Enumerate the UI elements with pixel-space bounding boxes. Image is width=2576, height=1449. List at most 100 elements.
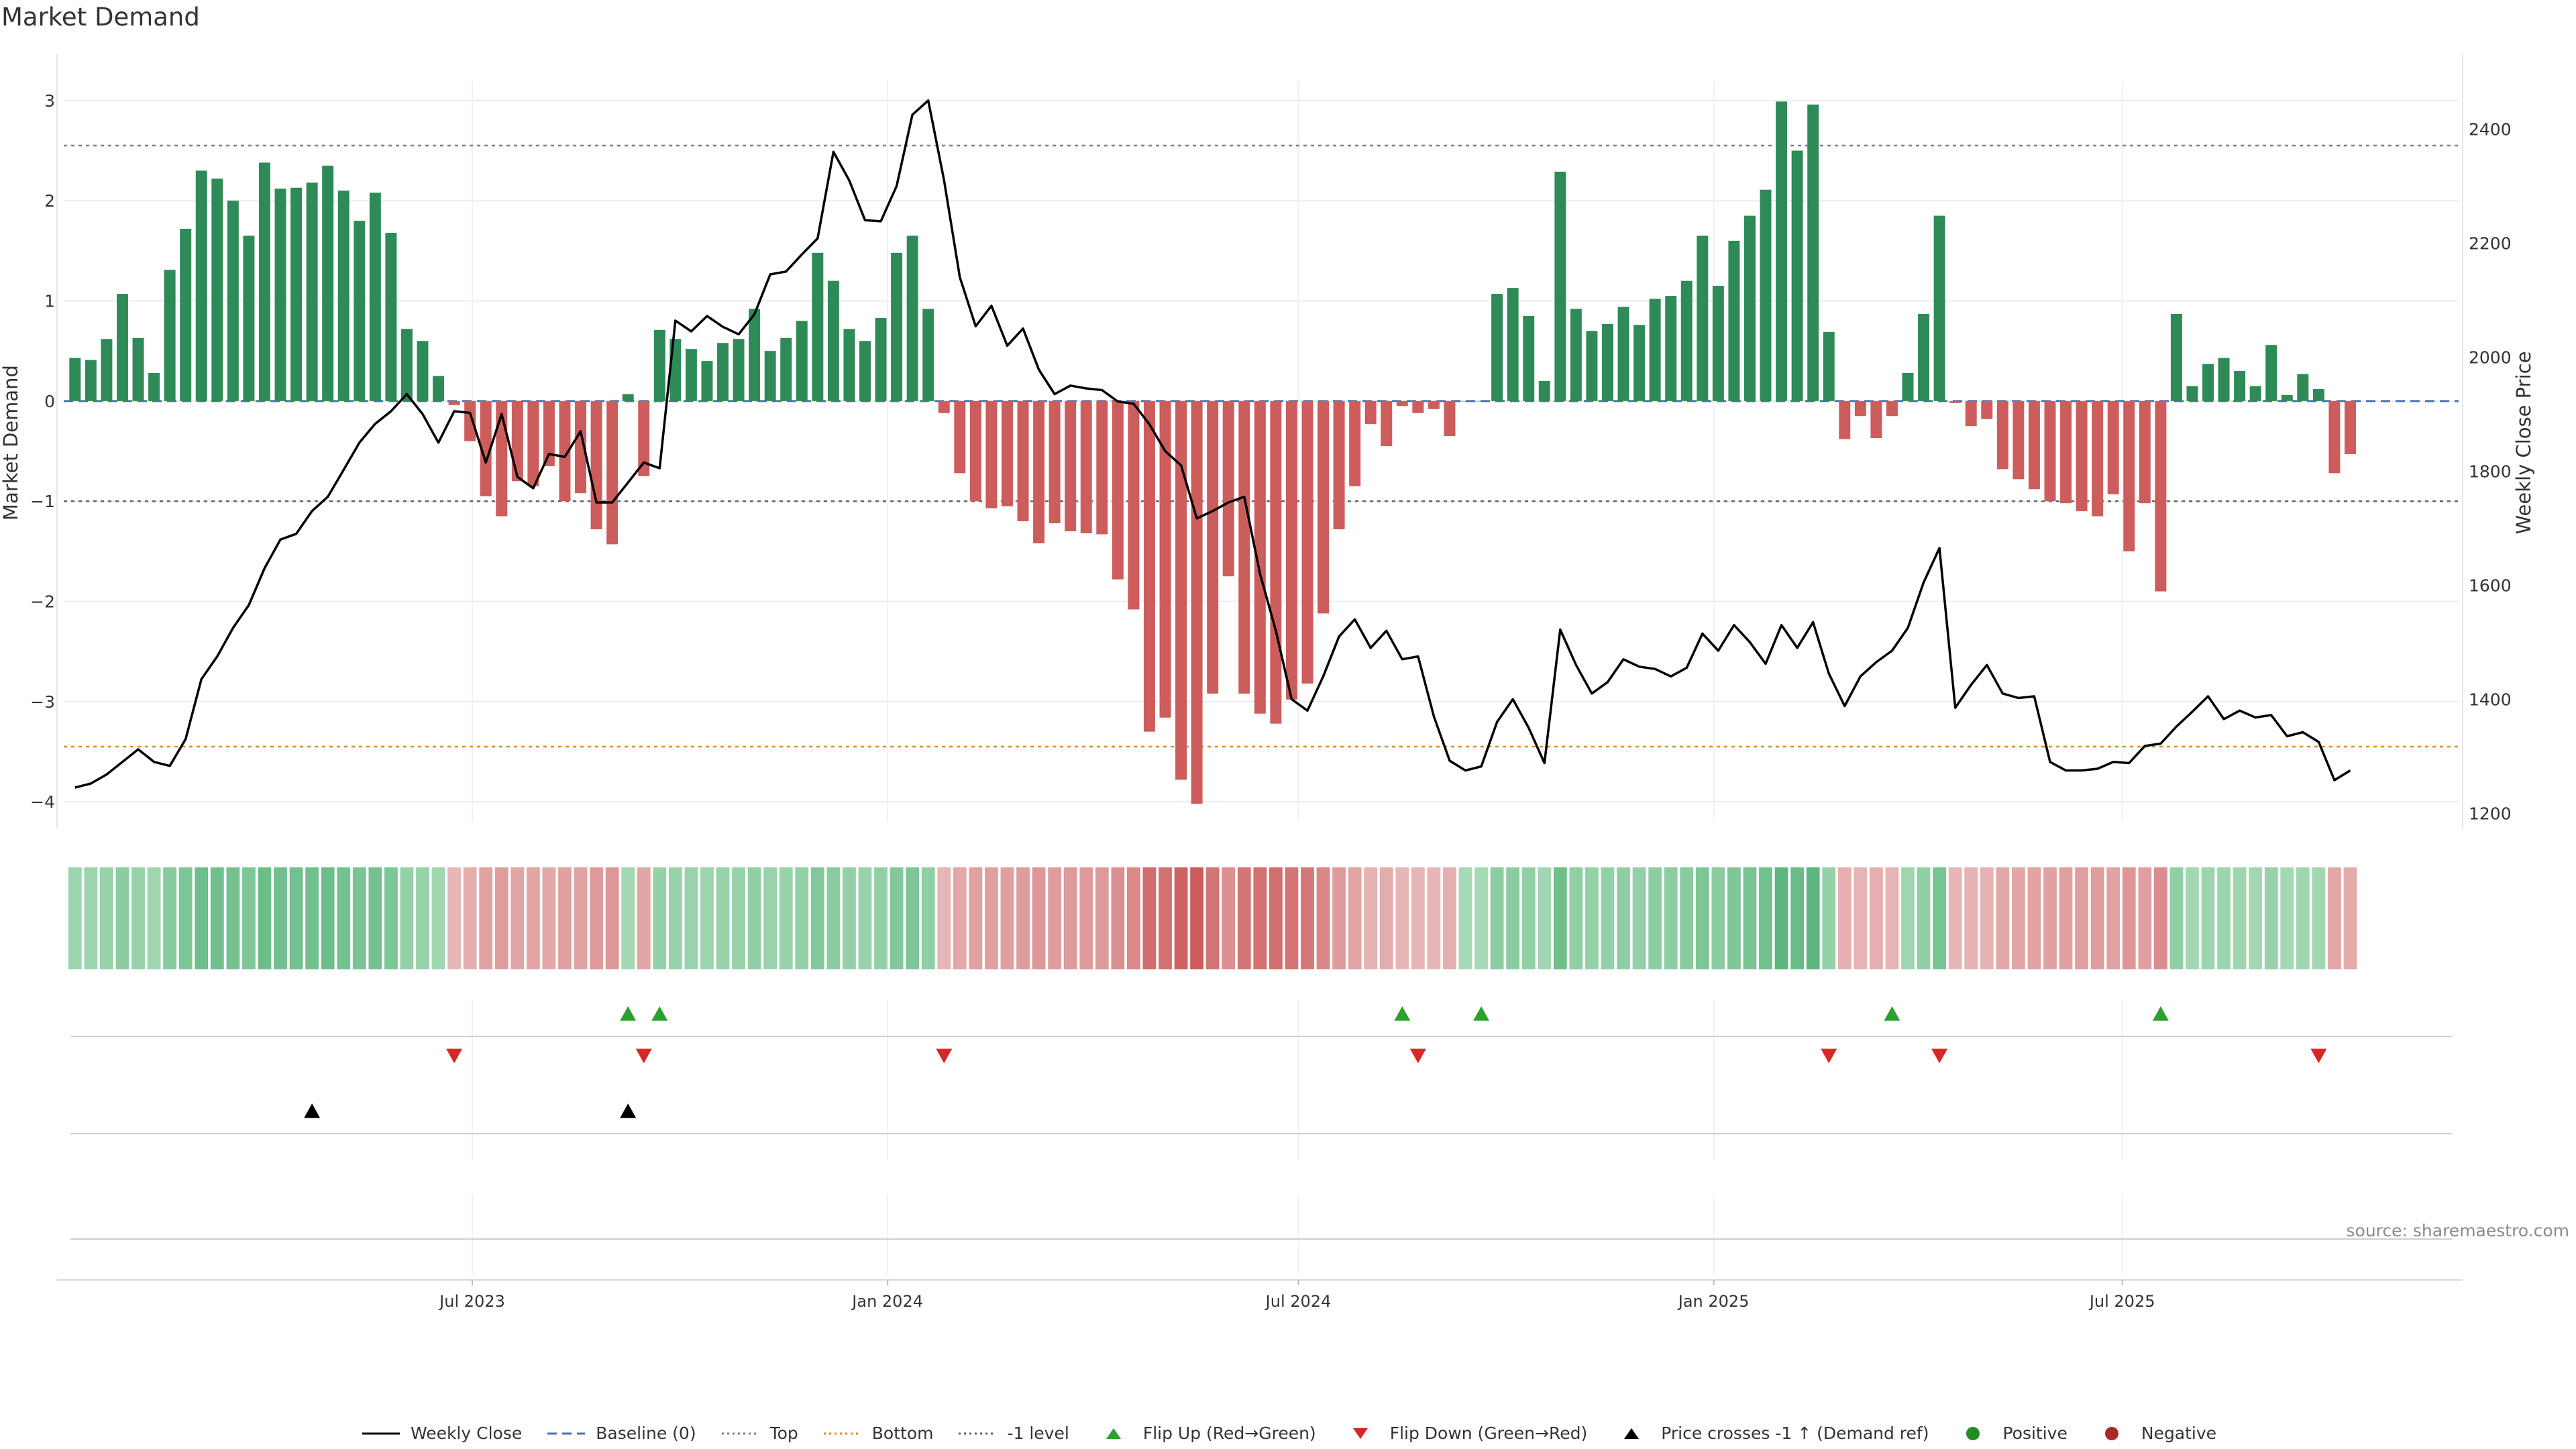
demand-bar <box>2345 400 2356 454</box>
heat-cell <box>1996 867 2010 969</box>
demand-bar <box>1507 288 1519 401</box>
heat-cell <box>1617 867 1630 969</box>
demand-bar <box>1001 400 1013 506</box>
axes: 3 2 1 0 −1 −2 −3 −4 2400 2200 2000 1800 1600 1400 1200… <box>0 54 2535 1311</box>
y-right-tick-label: 2400 <box>2469 119 2512 139</box>
heat-cell <box>1917 867 1931 969</box>
demand-bar <box>464 400 476 441</box>
demand-bar <box>69 358 81 401</box>
demand-bar <box>2297 374 2309 401</box>
heat-cell <box>100 867 113 969</box>
y-right-tick-label: 1800 <box>2469 462 2512 481</box>
flip-down-marker <box>2310 1049 2327 1063</box>
demand-bar <box>1743 215 1756 401</box>
heat-cell <box>1680 867 1694 969</box>
heat-cell <box>1205 867 1220 969</box>
demand-bar <box>938 400 950 413</box>
demand-bar <box>148 373 160 401</box>
heat-cell <box>700 867 714 969</box>
demand-bar <box>543 400 555 466</box>
heat-cell <box>1237 867 1251 969</box>
heat-cell <box>1506 867 1520 969</box>
demand-bar <box>1080 400 1092 533</box>
demand-bar <box>85 360 97 401</box>
flip-up-marker <box>620 1006 637 1021</box>
demand-bar <box>969 400 981 502</box>
demand-bar <box>1602 323 1613 401</box>
demand-bar <box>195 170 207 401</box>
heat-cell <box>2296 867 2310 969</box>
demand-bar <box>1633 325 1646 401</box>
demand-bar <box>274 189 286 401</box>
demand-bar <box>1143 400 1155 732</box>
heat-cell <box>2027 867 2041 969</box>
flip-up-marker <box>1394 1006 1411 1021</box>
heat-cell <box>1079 867 1093 969</box>
heat-cell <box>906 867 920 969</box>
flip-up-marker <box>1884 1006 1900 1021</box>
demand-bar <box>1617 307 1629 401</box>
legend-item-baseline: Baseline (0) <box>545 1424 696 1443</box>
flip-up-marker <box>2152 1006 2169 1021</box>
demand-bar <box>1128 400 1140 610</box>
y-right-tick-label: 1200 <box>2469 804 2512 823</box>
heat-cell <box>384 867 398 969</box>
heat-cell <box>1601 867 1615 969</box>
demand-bar <box>385 232 397 401</box>
heat-cell <box>115 867 129 969</box>
legend-swatch-minus-one <box>956 1424 999 1443</box>
heat-cell <box>305 867 319 969</box>
demand-bar <box>1933 215 1945 401</box>
heat-cell <box>937 867 951 969</box>
heat-cell <box>479 867 493 969</box>
heat-cell <box>1411 867 1425 969</box>
heat-cell <box>558 867 572 969</box>
heat-cell <box>653 867 667 969</box>
heat-cell <box>2169 867 2184 969</box>
demand-bar <box>1570 309 1582 401</box>
heat-cell <box>1538 867 1552 969</box>
y-left-tick-label: −3 <box>30 692 55 712</box>
heat-cell <box>826 867 841 969</box>
heat-cell <box>1933 867 1946 969</box>
heat-cell <box>2328 867 2341 969</box>
heat-cell <box>84 867 98 969</box>
demand-bar <box>2123 400 2135 551</box>
heat-cell <box>1332 867 1346 969</box>
demand-bar <box>2328 400 2341 474</box>
flip-down-marker <box>1409 1049 1426 1063</box>
demand-bar <box>1554 171 1566 401</box>
demand-bar <box>1412 400 1424 413</box>
heat-cell <box>1854 867 1868 969</box>
demand-bar <box>1807 104 1819 401</box>
heat-cell <box>463 867 477 969</box>
heat-cell <box>1870 867 1883 969</box>
demand-bar <box>1254 400 1266 714</box>
legend-item-weekly-close: Weekly Close <box>360 1424 522 1443</box>
legend-label: -1 level <box>1007 1424 1069 1443</box>
demand-bar <box>1222 400 1234 577</box>
y-left-tick-label: −1 <box>30 492 55 511</box>
demand-bar <box>1381 400 1393 447</box>
demand-bar <box>433 376 445 401</box>
heat-cell <box>1837 867 1851 969</box>
heat-cell <box>2312 867 2326 969</box>
demand-bar <box>1728 240 1740 401</box>
demand-bar <box>891 252 903 401</box>
heat-cell <box>890 867 904 969</box>
demand-bar <box>1996 400 2008 470</box>
heat-cell <box>1632 867 1646 969</box>
x-tick-label: Jul 2024 <box>1265 1292 1332 1311</box>
demand-bar <box>638 400 650 476</box>
demand-bar <box>2249 386 2261 401</box>
event-markers <box>70 1006 2452 1240</box>
heat-cell <box>1285 867 1299 969</box>
legend-item-price-cross: Price crosses -1 ↑ (Demand ref) <box>1610 1424 1929 1443</box>
legend-item-top: Top <box>719 1424 798 1443</box>
demand-bar <box>1191 400 1203 804</box>
y-right-tick-label: 2200 <box>2469 233 2512 253</box>
heat-cell <box>226 867 240 969</box>
demand-bar <box>227 201 239 401</box>
heat-cell <box>416 867 429 969</box>
heat-cell <box>178 867 193 969</box>
